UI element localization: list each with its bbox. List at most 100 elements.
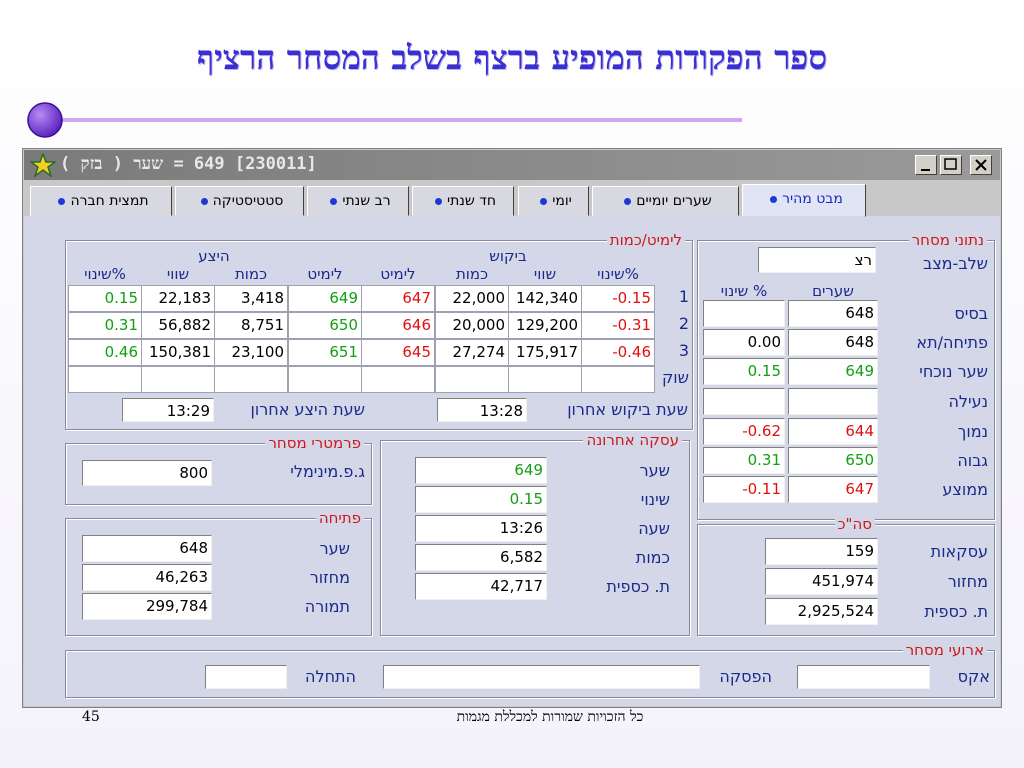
ask-cell: [141, 366, 215, 393]
totals-label: עסקאות: [930, 542, 988, 561]
last-trade-label: כמות: [635, 548, 670, 567]
ask-column-header: %שינוי: [84, 265, 126, 283]
trading-label: גבוה: [957, 451, 988, 470]
trading-label: בסיס: [954, 304, 988, 323]
min-unit-label: ג.פ.מינימלי: [290, 462, 365, 481]
ask-cell: [288, 366, 362, 393]
tab-label: תמצית חברה: [70, 193, 149, 209]
event-box: [205, 665, 287, 689]
totals-value: 159: [765, 538, 878, 565]
bid-cell: 142,340: [508, 285, 582, 312]
trading-label: שער נוכחי: [919, 362, 988, 381]
opening-value: 46,263: [82, 564, 212, 591]
last-trade-value: 6,582: [415, 544, 547, 571]
phase-value: רצ: [758, 247, 876, 273]
tab-bullet: [540, 197, 548, 205]
last-trade-value: 13:26: [415, 515, 547, 542]
tab-label: חד שנתי: [446, 193, 497, 209]
group-box: [65, 443, 372, 505]
totals-label: מחזור: [947, 572, 988, 591]
bid-cell: [435, 366, 509, 393]
trading-change: -0.11: [703, 476, 785, 503]
last-bid-label: שעת ביקוש אחרון: [567, 400, 688, 419]
group-box: [65, 240, 693, 430]
trading-price: 649: [788, 358, 878, 385]
trading-label: פתיחה/תא: [916, 333, 988, 352]
ask-cell: 150,381: [141, 339, 215, 366]
ask-cell: 649: [288, 285, 362, 312]
close-button[interactable]: [970, 155, 992, 175]
bid-cell: [361, 366, 435, 393]
bid-cell: 22,000: [435, 285, 509, 312]
ask-cell: 0.15: [68, 285, 142, 312]
tab[interactable]: סטטיסטיקה: [175, 186, 304, 216]
row-label: 1: [678, 287, 689, 306]
totals-value: 451,974: [765, 568, 878, 595]
last-trade-label: שער: [639, 461, 670, 480]
min-unit-value: 800: [82, 460, 212, 486]
maximize-button[interactable]: [940, 155, 962, 175]
ask-cell: [68, 366, 142, 393]
tab-bullet: [624, 197, 632, 205]
tab[interactable]: רב שנתי: [307, 186, 409, 216]
ask-cell: 8,751: [214, 312, 288, 339]
event-label: אקס: [957, 667, 990, 686]
bid-column-header: כמות: [455, 265, 489, 283]
trading-label: ממוצע: [942, 480, 988, 499]
last-trade-value: 0.15: [415, 486, 547, 513]
ask-cell: 23,100: [214, 339, 288, 366]
bid-cell: [508, 366, 582, 393]
group-title: עסקה אחרונה: [583, 432, 682, 448]
title-decoration: [27, 102, 742, 138]
trading-label: נעילה: [948, 392, 988, 411]
minimize-button[interactable]: [915, 155, 937, 175]
tab[interactable]: יומי: [518, 186, 589, 216]
event-box: [797, 665, 930, 689]
opening-label: תמורה: [304, 597, 350, 616]
slide-title: ספר הפקודות המופיע ברצף בשלב המסחר הרציף: [197, 38, 827, 77]
ask-cell: 0.31: [68, 312, 142, 339]
tab[interactable]: תמצית חברה: [30, 186, 172, 216]
opening-label: מחזור: [309, 568, 350, 587]
tab[interactable]: חד שנתי: [412, 186, 514, 216]
group-box: [380, 440, 690, 636]
tab-label: רב שנתי: [342, 193, 391, 209]
trading-change: 0.00: [703, 329, 785, 356]
trading-label: נמוך: [957, 422, 988, 441]
ask-cell: 3,418: [214, 285, 288, 312]
ask-cell: 22,183: [141, 285, 215, 312]
ask-header: היצע: [198, 247, 230, 265]
tab-label: יומי: [552, 193, 572, 209]
group-box: [65, 650, 995, 698]
bid-cell: 647: [361, 285, 435, 312]
trading-price: 648: [788, 300, 878, 327]
bid-cell: -0.15: [581, 285, 655, 312]
ask-column-header: כמות: [234, 265, 268, 283]
trading-price: 647: [788, 476, 878, 503]
tab[interactable]: שערים יומיים: [592, 186, 739, 216]
tab[interactable]: מבט מהיר: [742, 184, 866, 217]
ask-cell: 0.46: [68, 339, 142, 366]
trading-change: [703, 300, 785, 327]
bid-column-header: לימיט: [380, 265, 416, 283]
group-title: נתוני מסחר: [908, 232, 987, 248]
group-title: פתיחה: [315, 510, 364, 526]
totals-value: 2,925,524: [765, 598, 878, 625]
trading-price: 644: [788, 418, 878, 445]
trading-price: [788, 388, 878, 415]
window-title: [230011] 649 = שער ( בזק ): [60, 154, 317, 174]
bid-cell: 175,917: [508, 339, 582, 366]
trading-change: 0.31: [703, 447, 785, 474]
tab-label: מבט מהיר: [782, 191, 843, 207]
opening-value: 648: [82, 535, 212, 562]
last-trade-label: שעה: [638, 519, 670, 538]
bid-cell: 646: [361, 312, 435, 339]
group-title: לימיט/כמות: [606, 232, 685, 248]
ask-cell: [214, 366, 288, 393]
tab-bullet: [434, 197, 442, 205]
title-bullet: [27, 102, 63, 138]
last-trade-value: 42,717: [415, 573, 547, 600]
row-label: 2: [678, 314, 689, 333]
phase-label: שלב-מצב: [922, 254, 988, 273]
